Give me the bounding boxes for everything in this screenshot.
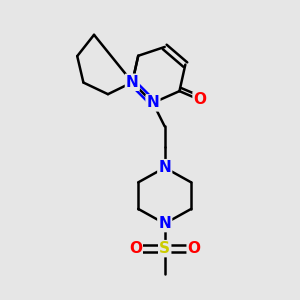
Text: O: O [194, 92, 207, 107]
Text: O: O [129, 241, 142, 256]
Text: N: N [147, 95, 159, 110]
Text: N: N [158, 160, 171, 175]
Text: S: S [159, 241, 170, 256]
Text: N: N [158, 216, 171, 231]
Text: N: N [126, 75, 139, 90]
Text: O: O [188, 241, 201, 256]
